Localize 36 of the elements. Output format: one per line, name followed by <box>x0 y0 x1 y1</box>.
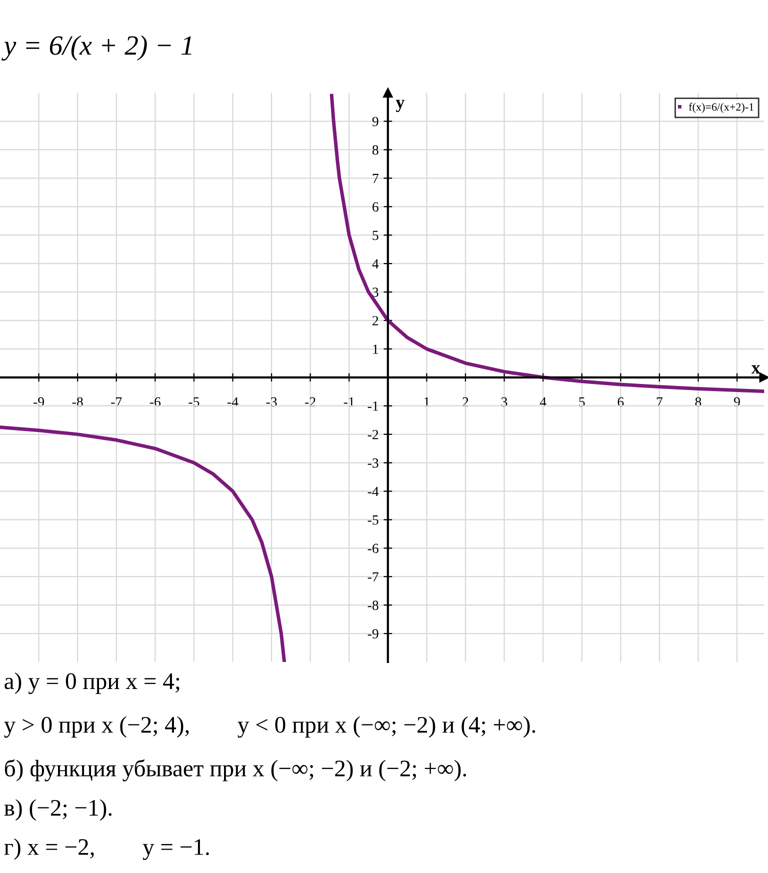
y-tick-label: -7 <box>368 572 378 582</box>
text: б) функция убывает при x (−∞; −2) и (−2; +∞). <box>4 759 466 782</box>
y-tick-label: -2 <box>368 430 378 440</box>
x-tick-label: 8 <box>695 397 702 407</box>
x-tick-label: -6 <box>150 397 161 407</box>
x-tick-label: -4 <box>227 397 238 406</box>
text: y > 0 при x (−2; 4), y < 0 при x (−∞; −2) и (4; +∞). <box>4 716 536 738</box>
y-axis-title: y <box>396 100 405 112</box>
chart-title: y = 6/(x + 2) − 1 <box>2 35 192 61</box>
y-tick-label: 8 <box>372 145 378 155</box>
x-tick-label: -9 <box>34 397 44 407</box>
y-tick-label: -5 <box>368 515 378 525</box>
x-tick-label: 9 <box>734 397 740 407</box>
y-tick-label: 5 <box>372 230 378 240</box>
y-tick-label: -4 <box>368 486 379 496</box>
x-tick-label: -1 <box>344 397 354 406</box>
y-tick-label: 6 <box>372 202 378 212</box>
legend-label: f(x)=6/(x+2)-1 <box>688 102 754 113</box>
x-tick-label: -8 <box>72 397 83 407</box>
text: г) x = −2, y = −1. <box>4 838 209 860</box>
x-tick-label: 7 <box>656 397 662 406</box>
y-tick-label: 3 <box>372 288 378 297</box>
x-tick-label: -7 <box>111 397 122 406</box>
text: а) y = 0 при x = 4; <box>4 672 180 694</box>
y-tick-label: -9 <box>368 629 378 638</box>
y-tick-label: 4 <box>372 259 379 268</box>
x-tick-label: 4 <box>540 397 546 406</box>
x-axis-title: x <box>751 365 760 374</box>
y-tick-label: 2 <box>372 316 378 326</box>
y-tick-label: -3 <box>368 458 378 468</box>
y-tick-label: 9 <box>372 116 378 126</box>
text: в) (−2; −1). <box>4 799 112 821</box>
y-tick-label: -8 <box>368 600 378 610</box>
y-tick-label: 1 <box>373 344 378 354</box>
y-tick-label: -6 <box>368 544 378 554</box>
y-tick-label: 7 <box>372 174 378 183</box>
